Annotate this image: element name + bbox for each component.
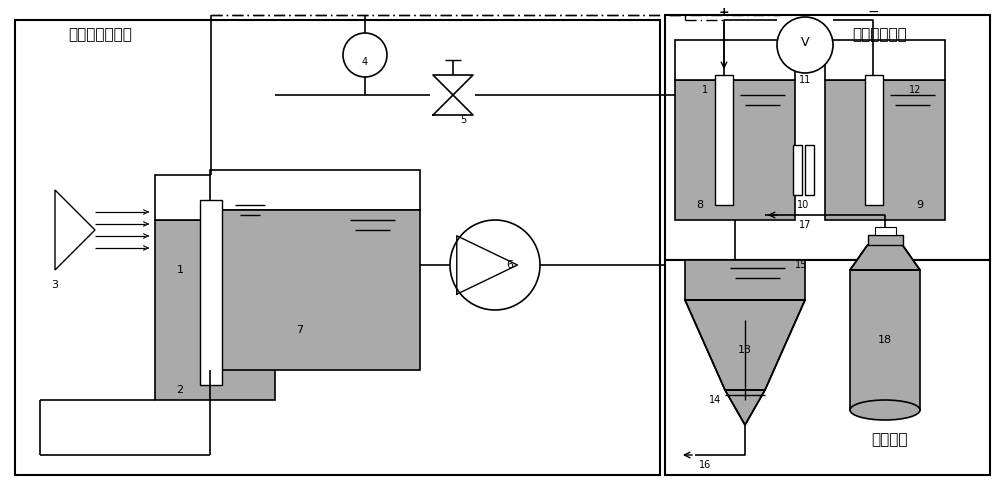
Text: 10: 10 <box>797 200 809 210</box>
Text: 11: 11 <box>799 75 811 85</box>
Ellipse shape <box>850 400 920 420</box>
Text: 12: 12 <box>909 85 921 95</box>
Bar <box>675 80 795 220</box>
Bar <box>210 170 420 210</box>
Polygon shape <box>685 300 805 390</box>
Text: 13: 13 <box>738 345 752 355</box>
Bar <box>793 145 802 195</box>
Polygon shape <box>55 190 95 270</box>
Text: 1: 1 <box>702 85 708 95</box>
Circle shape <box>343 33 387 77</box>
Bar <box>665 260 990 475</box>
Bar <box>715 75 733 205</box>
Text: 16: 16 <box>699 460 711 470</box>
Bar <box>155 175 275 220</box>
Circle shape <box>450 220 540 310</box>
Text: 18: 18 <box>878 335 892 345</box>
Bar <box>825 80 945 220</box>
Text: 8: 8 <box>696 200 704 210</box>
Text: 电氧卧化富集: 电氧卧化富集 <box>853 27 907 43</box>
Text: 14: 14 <box>709 395 721 405</box>
Bar <box>675 40 795 80</box>
Circle shape <box>777 17 833 73</box>
Text: 6: 6 <box>507 260 514 270</box>
Polygon shape <box>725 390 765 425</box>
Bar <box>665 15 990 260</box>
Bar <box>825 40 945 80</box>
Text: 1: 1 <box>176 265 184 275</box>
Text: 7: 7 <box>296 325 304 335</box>
Text: −: − <box>867 5 879 19</box>
Text: 5: 5 <box>460 115 466 125</box>
Bar <box>685 260 805 300</box>
Bar <box>155 220 275 400</box>
Bar <box>850 270 920 410</box>
Text: 3: 3 <box>52 280 58 290</box>
Text: V: V <box>801 35 809 49</box>
Bar <box>874 227 896 235</box>
Text: 沉淠分离: 沉淠分离 <box>872 433 908 447</box>
Bar <box>805 145 814 195</box>
Text: 9: 9 <box>916 200 924 210</box>
Text: 光卧化还原提取: 光卧化还原提取 <box>68 27 132 43</box>
Bar <box>200 200 222 385</box>
Text: 17: 17 <box>799 220 811 230</box>
Text: 4: 4 <box>362 57 368 67</box>
Text: 15: 15 <box>795 260 807 270</box>
Bar <box>210 210 420 370</box>
Bar <box>868 235 902 245</box>
Text: 2: 2 <box>176 385 184 395</box>
Polygon shape <box>850 245 920 270</box>
Bar <box>865 75 883 205</box>
Bar <box>15 20 660 475</box>
Text: +: + <box>719 5 729 19</box>
